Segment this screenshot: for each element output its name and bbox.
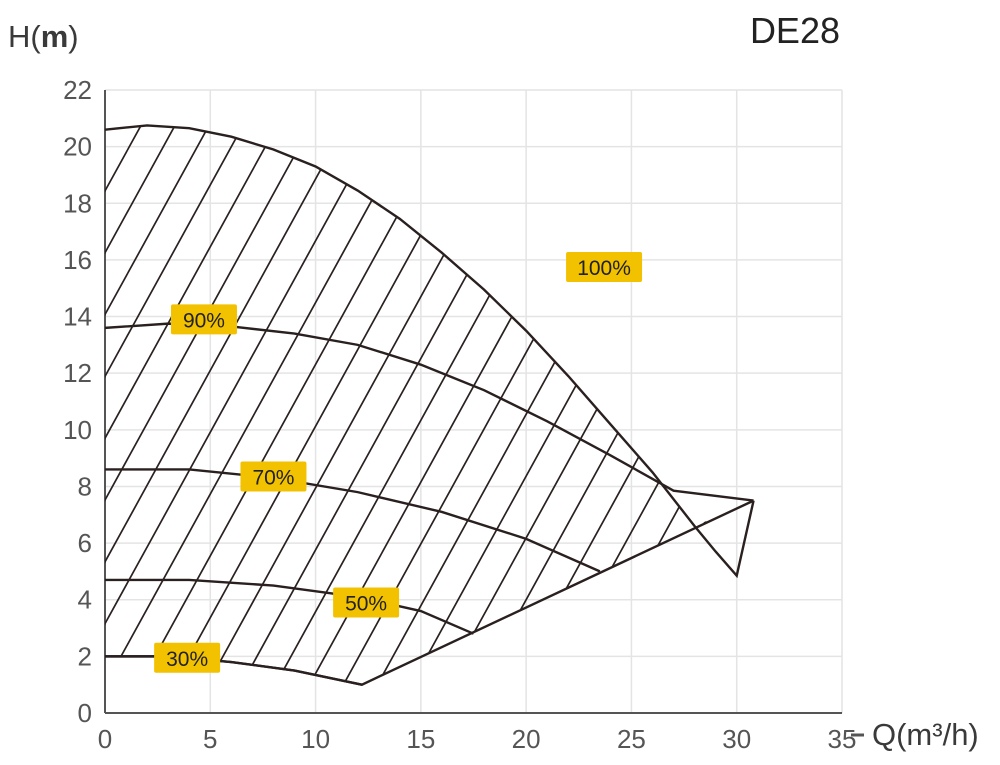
hatch-line (585, 125, 754, 685)
curve-50pct (105, 578, 474, 635)
hatch-line (721, 125, 754, 685)
hatch-line (858, 0, 1000, 765)
y-tick-label: 10 (63, 415, 92, 445)
tag-100pct-text: 100% (577, 257, 631, 280)
hatch-line (653, 125, 754, 685)
tag-100pct-box (566, 251, 643, 282)
hatch-line (211, 125, 653, 685)
hatch-line (619, 125, 754, 685)
x-tick-label: 20 (512, 724, 541, 754)
curve-100pct (104, 124, 755, 579)
y-tick-label: 18 (63, 188, 92, 218)
x-tick-label: 10 (301, 724, 330, 754)
x-tick-label: 35 (828, 724, 857, 754)
hatch-line (105, 125, 517, 685)
curves (104, 124, 755, 686)
hatch-line (105, 125, 483, 685)
x-tick-label: 15 (406, 724, 435, 754)
grid (104, 89, 843, 714)
y-tick-label: 14 (63, 302, 92, 332)
y-tick-label: 6 (78, 528, 92, 558)
hatch-line (313, 125, 754, 685)
curve-70pct (105, 468, 601, 573)
y-tick-label: 8 (78, 471, 92, 501)
hatch-line (790, 0, 1000, 765)
y-tick-label: 2 (78, 641, 92, 671)
y-tick-label: 20 (63, 132, 92, 162)
y-tick-label: 22 (63, 75, 92, 105)
hatch-line (687, 125, 754, 685)
hatch-line (177, 125, 619, 685)
hatch-line (756, 0, 1000, 765)
hatch-line (381, 125, 754, 685)
curve-90pct (104, 322, 754, 502)
hatch-line (347, 125, 754, 685)
hatch-line (0, 0, 40, 765)
hatch-line (105, 125, 211, 685)
tag-90pct-box (170, 304, 237, 335)
x-tick-label: 25 (617, 724, 646, 754)
tag-50pct-box (333, 587, 400, 618)
x-axis-title: Q(m³/h) (872, 717, 979, 752)
chart-title: DE28 (750, 10, 840, 51)
tag-90pct-text: 90% (183, 309, 225, 332)
y-tick-label: 16 (63, 245, 92, 275)
tag-30pct-box (154, 642, 221, 673)
curve-labels: 100% 90% 70% 50% 30% (154, 251, 643, 673)
tag-70pct-box (240, 461, 307, 492)
hatch-line (517, 125, 754, 685)
y-tick-label: 0 (78, 698, 92, 728)
y-tick-label: 12 (63, 358, 92, 388)
y-tick-label: 4 (78, 585, 92, 615)
hatch-line (449, 125, 754, 685)
tag-50pct-text: 50% (345, 593, 387, 616)
tag-70pct-text: 70% (252, 467, 294, 490)
hatch-line (415, 125, 754, 685)
x-tick-label: 5 (203, 724, 217, 754)
x-tick-label: 30 (722, 724, 751, 754)
hatch-line (279, 125, 721, 685)
ticks: 0 5 10 15 20 25 30 35 0 2 4 6 8 10 12 14 16 18 20 22 (63, 75, 856, 754)
x-tick-label: 0 (98, 724, 112, 754)
hatch-line (824, 0, 1000, 765)
hatch-line (483, 125, 754, 685)
hatch-line (551, 125, 754, 685)
hatch-line (105, 125, 245, 685)
tag-30pct-text: 30% (166, 648, 208, 671)
y-axis-title: H(m) (8, 19, 79, 54)
hatch-line (105, 125, 279, 685)
